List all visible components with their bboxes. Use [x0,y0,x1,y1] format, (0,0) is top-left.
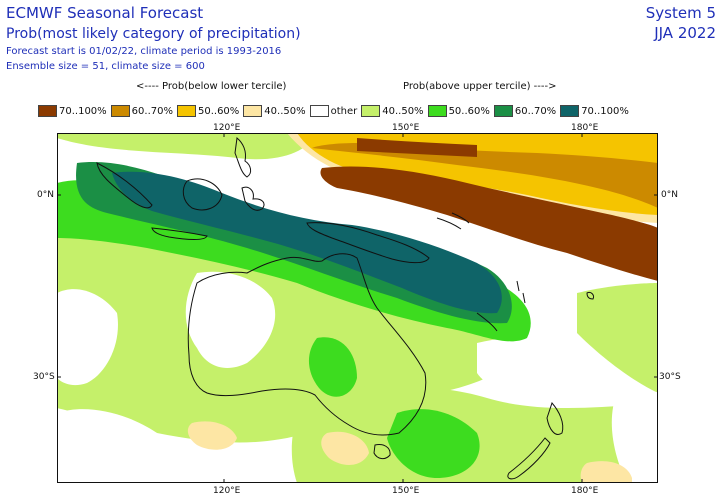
tasmania-coast [373,444,391,460]
legend-label: 60..70% [131,105,173,117]
lat-label-right-0: 0°N [661,190,678,200]
legend-item: 40..50% [243,105,306,117]
legend-swatch [427,105,447,117]
legend-label: 70..100% [581,105,629,117]
legend-item: 40..50% [361,105,424,117]
legend-item: 50..60% [176,105,240,117]
legend-label: 60..70% [514,105,557,117]
region-above-40-50-east [577,283,658,393]
legend-swatch [38,105,57,117]
legend: 70..100% 60..70% 50..60% 40..50% other 4… [38,103,633,119]
australia-coast [187,253,427,436]
java-coast [151,227,208,240]
lat-label-right-30s: 30°S [659,372,681,382]
region-other-se [477,337,581,399]
legend-swatch [110,105,130,117]
region-other-west [57,289,118,386]
legend-item: 70..100% [38,105,107,117]
legend-label: 40..50% [382,105,424,117]
legend-swatch [176,105,196,117]
forecast-subtitle: Prob(most likely category of precipitati… [6,26,301,42]
legend-item: 60..70% [110,105,173,117]
legend-swatch [243,105,263,117]
probability-field [57,133,658,483]
lat-label-left-0: 0°N [37,190,54,200]
season-label: JJA 2022 [654,24,716,42]
fiji-coast [586,292,594,300]
new-guinea-coast [306,222,430,264]
new-zealand-south-coast [507,437,551,480]
legend-label: 70..100% [59,105,107,117]
lon-label-bottom-180: 180°E [571,486,599,496]
region-below-40-50-sw [187,421,237,450]
philippines-coast [234,137,252,178]
region-above-70-100-belt [112,171,502,314]
lon-label-top-150: 150°E [392,123,420,133]
legend-swatch [361,105,381,117]
lat-label-left-30s: 30°S [33,372,55,382]
lon-label-top-180: 180°E [571,123,599,133]
region-below-40-50-se [580,461,632,483]
sumatra-coast [96,162,153,209]
legend-swatch [560,105,580,117]
legend-item: 70..100% [560,105,629,117]
borneo-coast [182,178,223,211]
legend-caption-above: Prob(above upper tercile) ----> [403,81,557,92]
vanuatu-coast [516,280,526,304]
forecast-start-info: Forecast start is 01/02/22, climate peri… [6,46,282,57]
legend-swatch [493,105,513,117]
system-label: System 5 [645,4,716,22]
legend-item: 50..60% [427,105,490,117]
solomon-islands-coast [436,212,470,230]
region-above-50-60-east-aus [308,337,357,397]
sulawesi-coast [241,186,265,211]
region-above-50-60-south [387,409,480,478]
forecast-title: ECMWF Seasonal Forecast [6,4,204,22]
legend-label: other [330,105,358,117]
legend-caption-below: <---- Prob(below lower tercile) [136,81,287,92]
map-frame [57,133,658,483]
region-below-70-100-north [320,166,658,281]
legend-swatch [309,105,329,117]
lon-label-bottom-150: 150°E [392,486,420,496]
new-caledonia-coast [476,312,498,332]
region-other-australia [185,271,276,368]
legend-item: other [309,105,358,117]
ensemble-size-info: Ensemble size = 51, climate size = 600 [6,61,205,72]
legend-label: 50..60% [448,105,490,117]
region-below-40-50-south [321,431,369,465]
region-above-40-50-north [57,133,317,160]
legend-label: 50..60% [197,105,240,117]
forecast-map [57,133,658,483]
region-other-far-east [611,390,658,483]
lon-label-top-120: 120°E [213,123,241,133]
region-below-70-100-top-strip [357,138,477,157]
new-zealand-north-coast [546,402,564,435]
region-below-60-70-north [312,143,658,208]
coastlines [96,137,594,480]
legend-label: 40..50% [264,105,306,117]
lon-label-bottom-120: 120°E [213,486,241,496]
legend-item: 60..70% [493,105,557,117]
region-other-sw [57,409,168,483]
